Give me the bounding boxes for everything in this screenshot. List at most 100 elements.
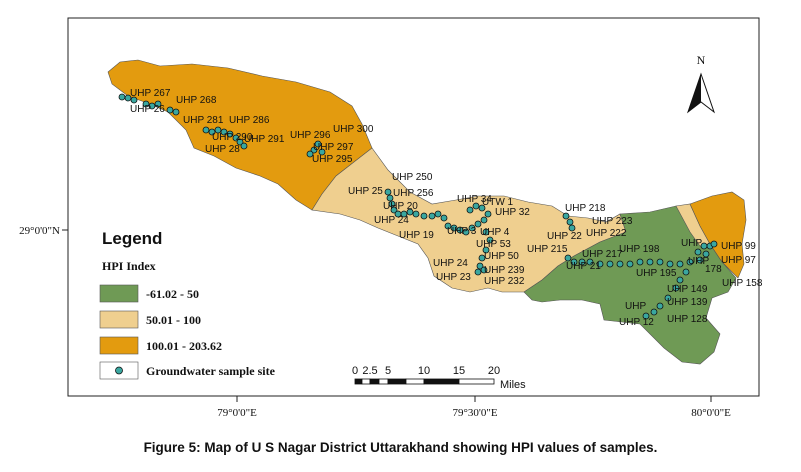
sample-site-marker bbox=[694, 248, 702, 256]
site-label: UHP 250 bbox=[392, 172, 433, 183]
sample-site-marker bbox=[154, 100, 162, 108]
site-label: UHP 32 bbox=[495, 207, 530, 218]
scale-bar-segments bbox=[354, 378, 495, 385]
scale-bar-segment bbox=[423, 378, 460, 385]
site-label: UHP 24 bbox=[433, 258, 468, 269]
legend-label-high: 100.01 - 203.62 bbox=[146, 339, 222, 353]
sample-site-marker bbox=[124, 94, 132, 102]
site-label: UHP 24 bbox=[374, 215, 409, 226]
sample-site-marker bbox=[686, 258, 694, 266]
sample-site-marker bbox=[664, 294, 672, 302]
site-label: UHP 286 bbox=[229, 115, 270, 126]
sample-site-marker bbox=[214, 126, 222, 134]
sample-site-marker bbox=[480, 266, 488, 274]
sample-site-marker bbox=[166, 106, 174, 114]
sample-site-marker bbox=[586, 258, 594, 266]
lon-label-1: 79°0'0"E bbox=[217, 407, 257, 419]
scale-tick-1: 2.5 bbox=[362, 365, 377, 377]
site-label: UHP 215 bbox=[527, 244, 568, 255]
sample-site-marker bbox=[118, 93, 126, 101]
sample-site-marker bbox=[462, 228, 470, 236]
site-label: UHP 22 bbox=[547, 231, 582, 242]
sample-site-marker bbox=[240, 142, 248, 150]
legend-label-mid: 50.01 - 100 bbox=[146, 313, 201, 327]
site-label: UHP 99 bbox=[721, 241, 756, 252]
site-label: UHP 198 bbox=[619, 244, 660, 255]
legend-label-low: -61.02 - 50 bbox=[146, 287, 199, 301]
site-labels: UHP 267 UHP 26 UHP 268 UHP 281 UHP 286 UHP 29… bbox=[130, 88, 763, 328]
latitude-axis: 29°0'0"N bbox=[19, 225, 68, 237]
legend-site-icon bbox=[115, 366, 123, 375]
site-label: UHP 267 bbox=[130, 88, 171, 99]
sample-site-marker bbox=[468, 224, 476, 232]
site-label: UHP 139 bbox=[667, 297, 708, 308]
sample-site-marker bbox=[564, 254, 572, 262]
scale-bar: 0 2.5 5 10 15 20 Miles bbox=[352, 365, 526, 391]
site-label: UHP 26 bbox=[130, 104, 165, 115]
sample-site-marker bbox=[384, 188, 392, 196]
sample-site-marker bbox=[390, 206, 398, 214]
site-label: UHP 218 bbox=[565, 203, 606, 214]
site-label: 178 bbox=[705, 264, 722, 275]
sample-site-marker bbox=[450, 224, 458, 232]
lat-label: 29°0'0"N bbox=[19, 225, 60, 237]
site-label: UHP bbox=[625, 301, 646, 312]
scale-bar-segment bbox=[354, 378, 363, 385]
site-label: UHP 20 bbox=[383, 201, 418, 212]
sample-site-marker bbox=[696, 256, 704, 264]
sample-site-marker bbox=[656, 302, 664, 310]
site-label: UHP 25 bbox=[348, 186, 383, 197]
sample-site-marker bbox=[478, 204, 486, 212]
sample-site-marker bbox=[642, 312, 650, 320]
sample-site-marker bbox=[474, 220, 482, 228]
scale-tick-0: 0 bbox=[352, 365, 358, 377]
sample-site-marker bbox=[666, 260, 674, 268]
site-label: UHP 3 bbox=[447, 226, 477, 237]
sample-site-marker bbox=[428, 212, 436, 220]
sample-site-marker bbox=[434, 210, 442, 218]
sample-site-marker bbox=[406, 208, 414, 216]
sample-site-marker bbox=[650, 308, 658, 316]
sample-site-marker bbox=[172, 108, 180, 116]
sample-site-marker bbox=[566, 218, 574, 226]
scale-bar-segment bbox=[387, 378, 407, 385]
site-label: UHP 232 bbox=[484, 276, 525, 287]
figure-caption: Figure 5: Map of U S Nagar District Utta… bbox=[143, 440, 658, 455]
legend-subtitle: HPI Index bbox=[102, 259, 156, 273]
sample-site-marker bbox=[310, 146, 318, 154]
sample-site-marker bbox=[478, 254, 486, 262]
sample-site-marker bbox=[466, 206, 474, 214]
site-label: UHP 268 bbox=[176, 95, 217, 106]
site-label: UHP 300 bbox=[333, 124, 374, 135]
sample-site-marker bbox=[596, 260, 604, 268]
longitude-axis: 79°0'0"E 79°30'0"E 80°0'0"E bbox=[217, 396, 731, 419]
scale-tick-5: 20 bbox=[488, 365, 500, 377]
sample-site-marker bbox=[412, 210, 420, 218]
scale-bar-segment bbox=[405, 378, 425, 385]
scale-bar-segment bbox=[458, 378, 495, 385]
sample-sites bbox=[118, 93, 718, 320]
sample-site-marker bbox=[142, 100, 150, 108]
region-high-east bbox=[689, 191, 747, 279]
site-label: UHP 291 bbox=[244, 134, 285, 145]
sample-site-marker bbox=[456, 226, 464, 234]
sample-site-marker bbox=[482, 228, 490, 236]
scale-bar-segment bbox=[369, 378, 380, 385]
sample-site-marker bbox=[700, 242, 708, 250]
sample-site-marker bbox=[148, 102, 156, 110]
sample-site-marker bbox=[226, 130, 234, 138]
sample-site-marker bbox=[616, 260, 624, 268]
site-label: UHP 223 bbox=[592, 216, 633, 227]
north-arrow: N bbox=[686, 53, 716, 114]
site-label: UHP 50 bbox=[484, 251, 519, 262]
sample-site-marker bbox=[702, 250, 710, 258]
legend-title: Legend bbox=[102, 229, 162, 248]
sample-site-marker bbox=[484, 210, 492, 218]
site-label: UHP 4 bbox=[480, 227, 510, 238]
sample-site-marker bbox=[202, 126, 210, 134]
sample-site-marker bbox=[672, 284, 680, 292]
site-label: UHP 239 bbox=[484, 265, 525, 276]
north-arrow-dark-half bbox=[688, 74, 701, 112]
sample-site-marker bbox=[476, 262, 484, 270]
